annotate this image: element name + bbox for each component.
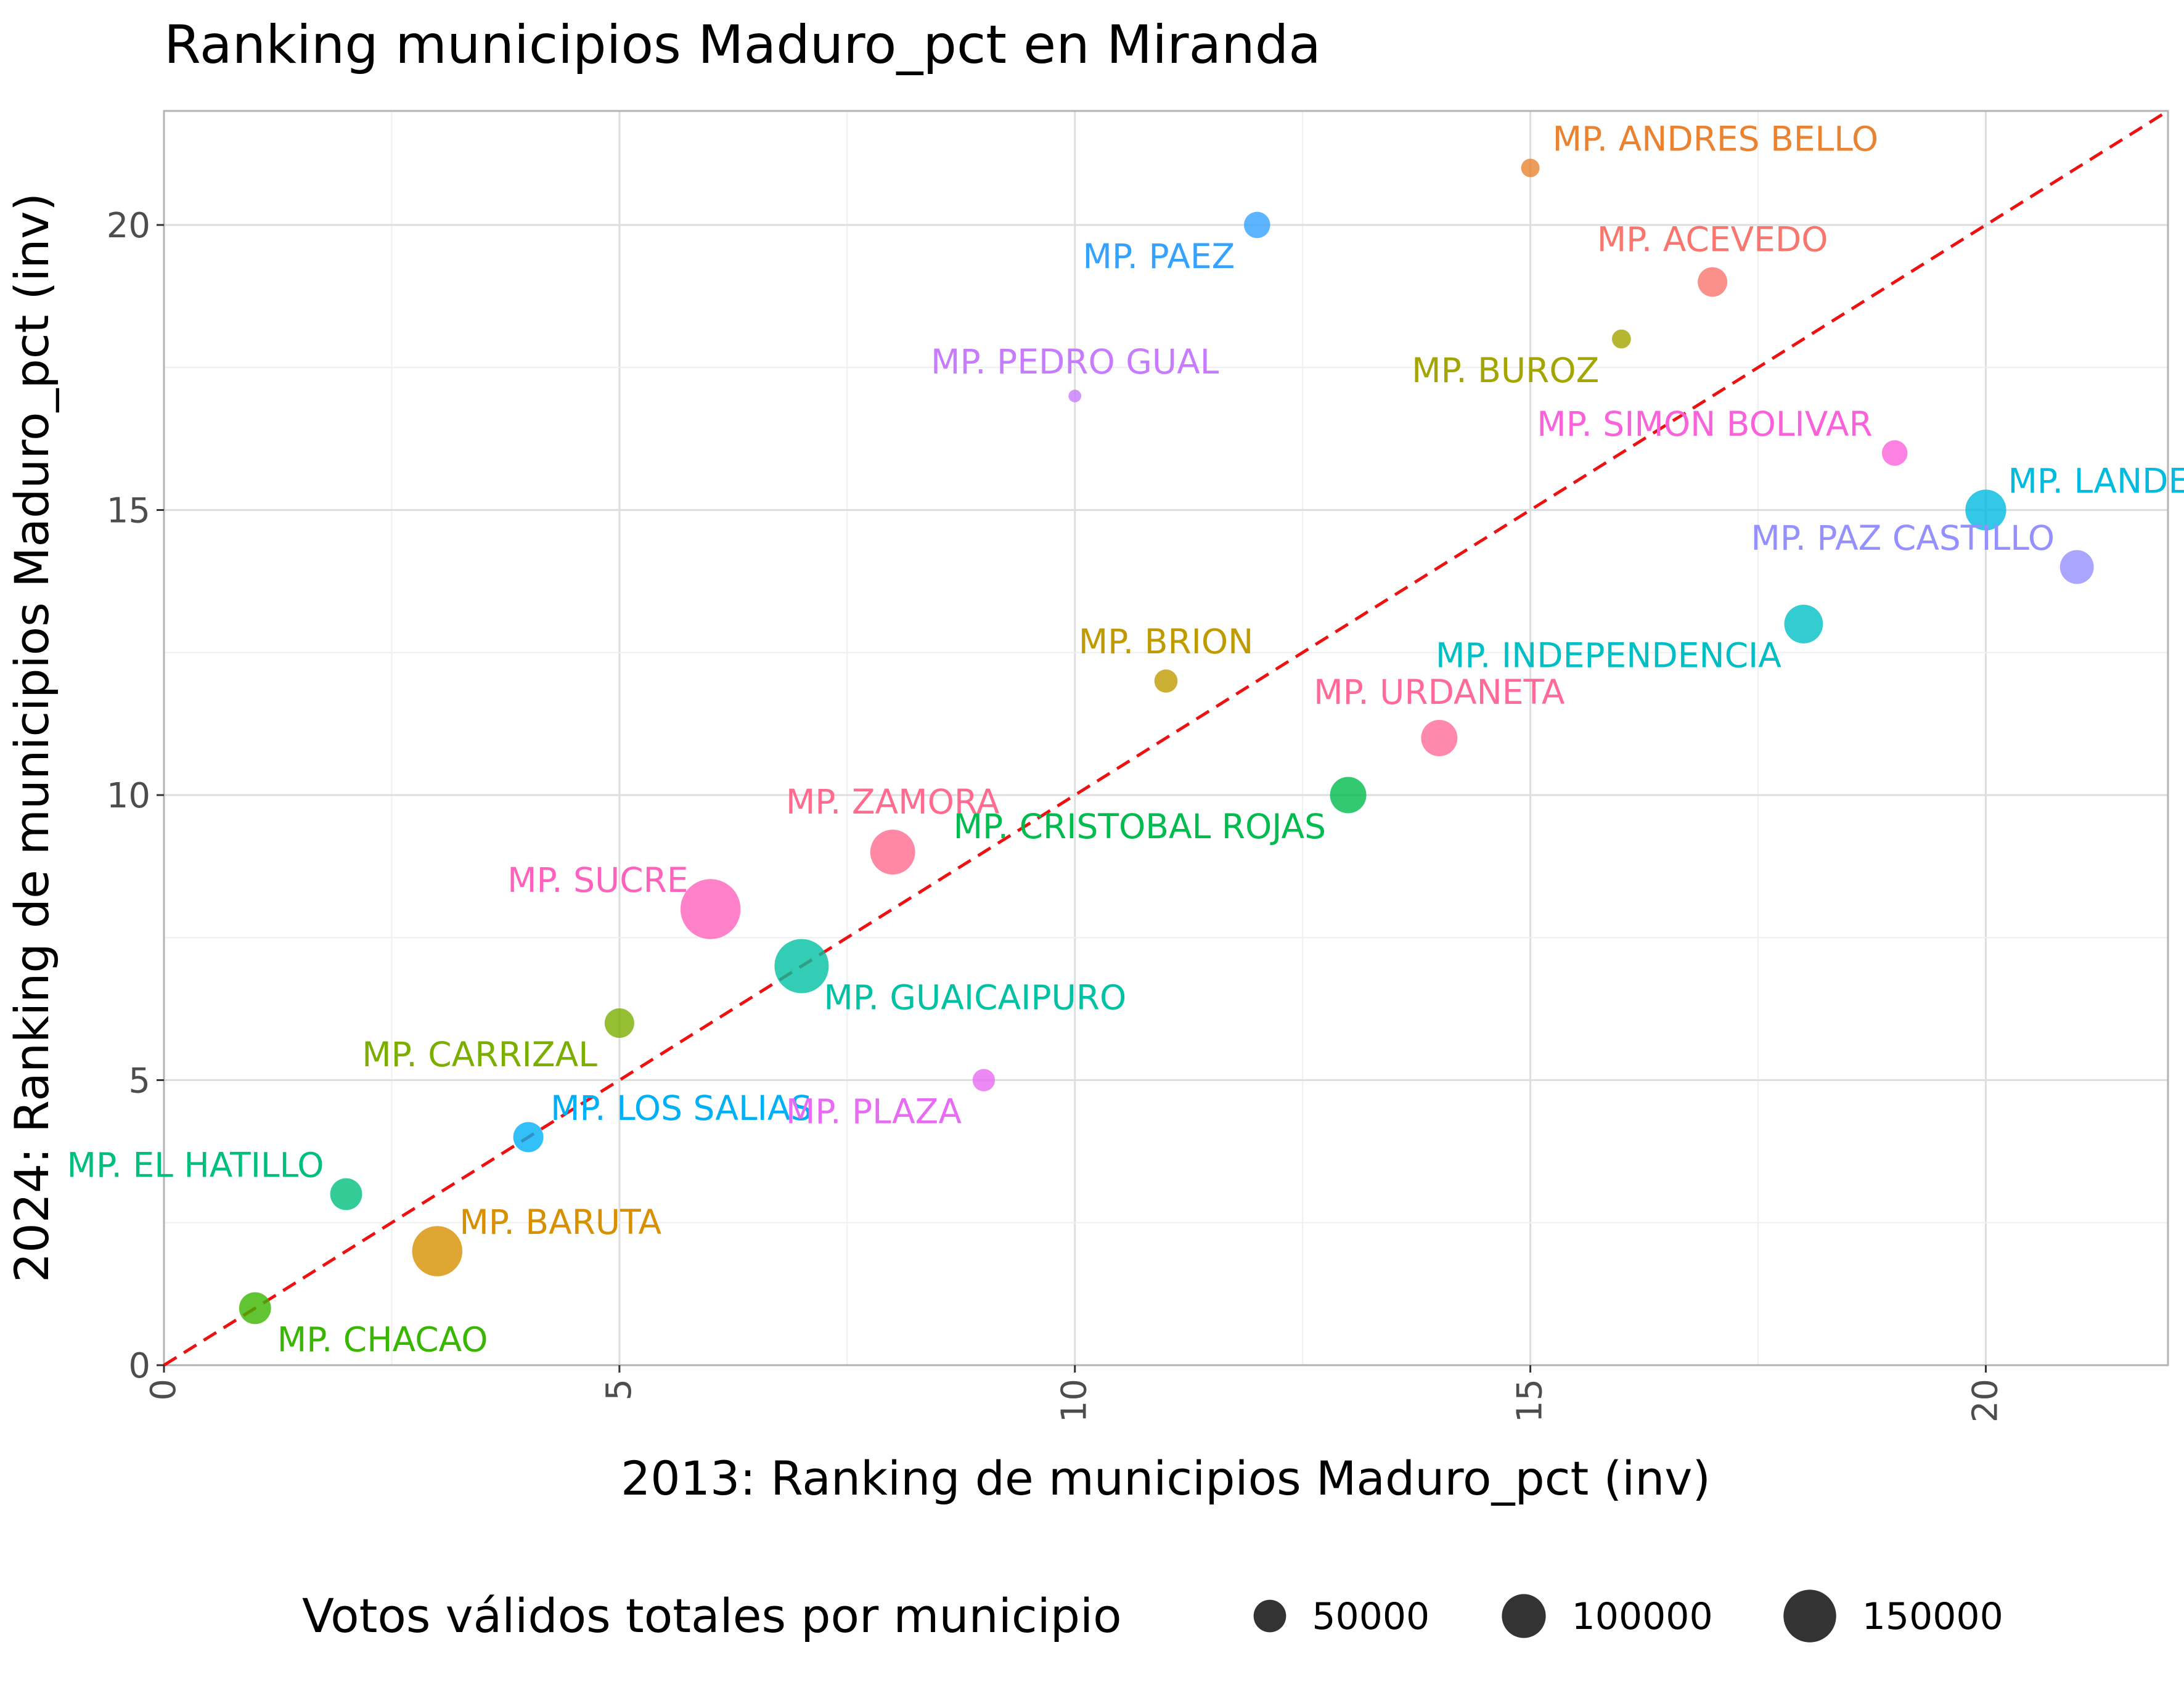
point-label: MP. SIMON BOLIVAR: [1537, 404, 1872, 444]
point-label: MP. INDEPENDENCIA: [1436, 636, 1781, 676]
x-tick-label: 5: [599, 1379, 639, 1401]
legend-key-circle: [1502, 1594, 1546, 1638]
data-point: [239, 1292, 271, 1325]
x-tick-label: 15: [1510, 1379, 1550, 1422]
point-label: MP. BRION: [1079, 622, 1254, 661]
point-label: MP. PEDRO GUAL: [931, 342, 1219, 382]
y-tick-label: 5: [128, 1061, 150, 1101]
point-label: MP. CHACAO: [277, 1320, 488, 1360]
legend-key-label: 100000: [1572, 1595, 1713, 1638]
y-axis-label: 2024: Ranking de municipios Maduro_pct (…: [4, 193, 59, 1283]
x-axis-ticks: 0 5 10 15 20: [144, 1365, 2005, 1422]
x-tick-label: 0: [144, 1379, 184, 1401]
legend-key-circle: [1783, 1590, 1836, 1643]
data-point: [2059, 550, 2094, 584]
point-label: MP. CRISTOBAL ROJAS: [954, 807, 1326, 846]
data-point: [972, 1069, 996, 1092]
legend-key-circle: [1253, 1599, 1286, 1633]
legend-key-label: 150000: [1862, 1595, 2003, 1638]
reference-diagonal-line: [163, 109, 2169, 1367]
point-label: MP. SUCRE: [507, 860, 689, 900]
point-label: MP. PAZ CASTILLO: [1751, 518, 2055, 558]
y-tick-label: 20: [107, 206, 150, 246]
data-point: [1330, 777, 1367, 814]
y-tick-label: 15: [107, 491, 150, 531]
data-point: [1965, 489, 2006, 531]
legend-entries: 50000 100000 150000: [1253, 1590, 2003, 1643]
x-axis-label: 2013: Ranking de municipios Maduro_pct (…: [621, 1451, 1711, 1506]
y-axis-ticks: 0 5 10 15 20: [107, 206, 164, 1386]
point-label: MP. LOS SALIAS: [550, 1088, 812, 1128]
point-labels: MP. ACEVEDO MP. ANDRES BELLO MP. BARUTA MP.…: [67, 120, 2184, 1360]
point-label: MP. ACEVEDO: [1597, 220, 1828, 259]
data-point: [1784, 605, 1823, 643]
chart-title: Ranking municipios Maduro_pct en Miranda: [164, 14, 1321, 76]
data-point: [1243, 211, 1270, 239]
data-point: [1698, 267, 1728, 297]
point-label: MP. ANDRES BELLO: [1553, 120, 1879, 159]
data-point: [870, 830, 915, 875]
data-point: [774, 939, 829, 994]
point-label: MP. BARUTA: [459, 1202, 661, 1242]
data-point: [680, 879, 741, 939]
data-point: [412, 1226, 463, 1276]
point-label: MP. ZAMORA: [786, 782, 1000, 822]
data-point: [1421, 720, 1458, 756]
y-tick-label: 0: [128, 1346, 150, 1386]
point-label: MP. LANDER: [2008, 462, 2184, 501]
point-label: MP. CARRIZAL: [362, 1035, 597, 1074]
plot-panel-border: [163, 110, 2169, 1366]
point-label: MP. EL HATILLO: [67, 1146, 324, 1185]
point-label: MP. URDANETA: [1314, 672, 1565, 712]
y-tick-label: 10: [107, 776, 150, 816]
point-label: MP. BUROZ: [1412, 351, 1599, 390]
data-point: [1611, 329, 1631, 349]
data-point: [513, 1122, 544, 1153]
data-points: [239, 158, 2094, 1325]
data-point: [1521, 158, 1540, 178]
data-point: [330, 1178, 362, 1210]
legend-title: Votos válidos totales por municipio: [302, 1588, 1122, 1643]
data-point: [604, 1008, 634, 1038]
point-label: MP. GUAICAIPURO: [824, 978, 1126, 1018]
data-point: [1068, 390, 1082, 402]
point-label: MP. PLAZA: [786, 1092, 962, 1132]
data-point: [1154, 669, 1178, 693]
point-label: MP. PAEZ: [1083, 237, 1235, 276]
data-point: [1881, 440, 1908, 466]
legend-key-label: 50000: [1312, 1595, 1429, 1638]
x-tick-label: 10: [1055, 1379, 1095, 1422]
x-tick-label: 20: [1965, 1379, 2005, 1422]
legend: Votos válidos totales por municipio 5000…: [302, 1588, 2003, 1643]
